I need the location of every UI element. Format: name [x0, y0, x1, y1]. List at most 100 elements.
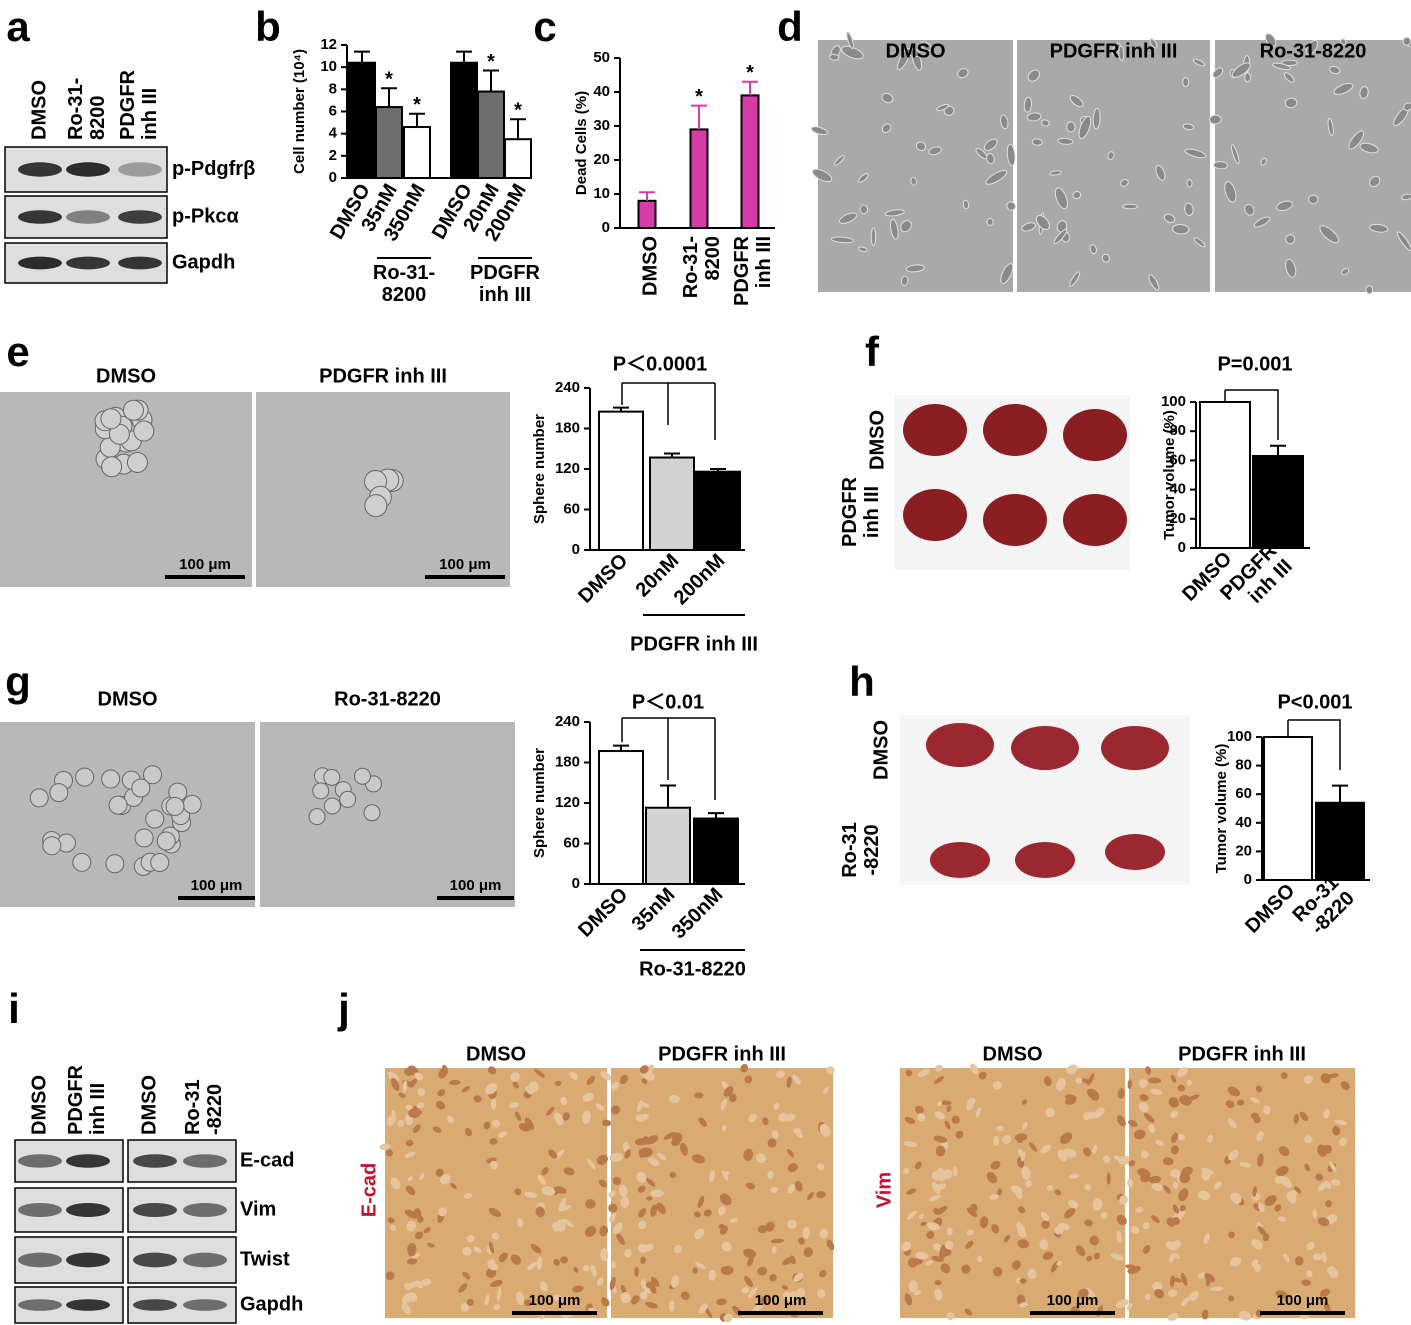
y-tick-label: 240: [555, 713, 580, 730]
image: [1209, 33, 1411, 295]
y-tick-label: 0: [1244, 871, 1252, 888]
image-detail: [308, 808, 326, 826]
image-detail: [364, 494, 388, 518]
blot-band: [18, 1154, 62, 1168]
blot-band: [118, 210, 162, 224]
x-tick-label: DMSO: [574, 550, 632, 608]
image-label: DMSO: [886, 40, 946, 62]
p-value: P＜0.01: [632, 691, 704, 713]
y-tick-label: 180: [555, 419, 580, 436]
y-axis-label: Sphere number: [531, 748, 548, 858]
y-tick-label: 20: [593, 151, 610, 168]
lane-label: Ro-31-8200: [65, 78, 109, 140]
panel-letter: h: [849, 658, 875, 705]
bar: [1315, 801, 1365, 882]
x-tick-label: Ro-31-8220: [1289, 872, 1359, 942]
tumor: [983, 494, 1047, 546]
error-bar: [456, 50, 472, 63]
p-value: P＜0.0001: [613, 353, 708, 375]
row-label: E-cad: [358, 1163, 380, 1217]
error-bar: [1332, 784, 1348, 803]
bracket: [621, 382, 716, 440]
bracket: [1224, 389, 1279, 440]
tumor: [1011, 726, 1079, 770]
scale-bar-label: 100 μm: [191, 877, 243, 894]
error-bar: [381, 87, 397, 108]
image-label: Ro-31-8220: [334, 688, 441, 710]
band-label: p-Pdgfrβ: [172, 158, 255, 180]
error-bar: [1270, 444, 1286, 457]
bar: [740, 94, 760, 230]
bar: [450, 61, 478, 180]
bar: [693, 817, 739, 886]
blot-band: [18, 1252, 62, 1268]
image-detail: [363, 804, 381, 822]
band-label: Vim: [240, 1198, 276, 1220]
bracket: [1287, 719, 1341, 770]
error-bar: [613, 744, 629, 752]
blot-band: [18, 256, 62, 270]
tumor: [1015, 842, 1075, 878]
image-detail: [75, 767, 95, 787]
significance-mark: *: [413, 94, 421, 116]
lane-label: DMSO: [28, 1075, 50, 1135]
blot-band: [18, 162, 62, 177]
error-bar: [613, 406, 629, 412]
tumor: [983, 404, 1047, 456]
y-tick-label: 60: [563, 834, 580, 851]
blot-band: [66, 210, 110, 224]
blot-band: [66, 256, 110, 270]
image-label: PDGFR inh III: [1050, 40, 1178, 62]
row-label: DMSO: [866, 410, 888, 470]
blot-band: [118, 256, 162, 270]
bar: [375, 106, 403, 179]
bar: [689, 128, 709, 229]
image-detail: [145, 809, 165, 829]
tumor: [1063, 494, 1127, 546]
image-label: PDGFR inh III: [658, 1043, 786, 1065]
image-label: DMSO: [98, 688, 158, 710]
image-detail: [100, 408, 122, 430]
y-tick-label: 240: [555, 379, 580, 396]
panel-letter: e: [6, 328, 29, 375]
blot-band: [66, 1154, 110, 1168]
significance-mark: *: [746, 62, 754, 84]
image: [810, 31, 1016, 292]
y-tick-label: 10: [593, 185, 610, 202]
image-detail: [49, 783, 69, 803]
image-detail: [108, 795, 128, 815]
lane-label: PDGFRinh III: [65, 1064, 109, 1135]
image-detail: [182, 794, 202, 814]
image-detail: [339, 790, 357, 808]
blot-band: [133, 1154, 177, 1168]
tumor: [926, 723, 994, 767]
image-label: DMSO: [466, 1043, 526, 1065]
y-tick-label: 8: [329, 80, 337, 97]
image-detail: [134, 828, 154, 848]
x-tick-label: PDGFRinh III: [731, 235, 775, 306]
error-bar: [742, 80, 758, 96]
y-tick-label: 0: [1178, 539, 1186, 556]
blot-band: [183, 1252, 227, 1268]
band-label: E-cad: [240, 1149, 294, 1171]
image-detail: [143, 765, 163, 785]
blot-band: [133, 1299, 177, 1311]
scale-bar-label: 100 μm: [439, 556, 491, 573]
image-detail: [131, 778, 151, 798]
group-label: PDGFR inh III: [630, 633, 758, 655]
group-label: Ro-31-8200: [373, 262, 435, 306]
blot-band: [183, 1202, 227, 1218]
image-detail: [72, 852, 92, 872]
y-tick-label: 40: [1169, 481, 1186, 498]
panel-letter: f: [865, 328, 880, 375]
y-tick-label: 0: [602, 219, 610, 236]
image-detail: [29, 788, 49, 808]
bar: [504, 138, 532, 179]
y-tick-label: 4: [329, 125, 338, 142]
blot-band: [18, 1202, 62, 1218]
y-tick-label: 40: [1235, 814, 1252, 831]
image-detail: [353, 767, 371, 785]
tumor: [930, 842, 990, 878]
error-bar: [664, 452, 680, 458]
